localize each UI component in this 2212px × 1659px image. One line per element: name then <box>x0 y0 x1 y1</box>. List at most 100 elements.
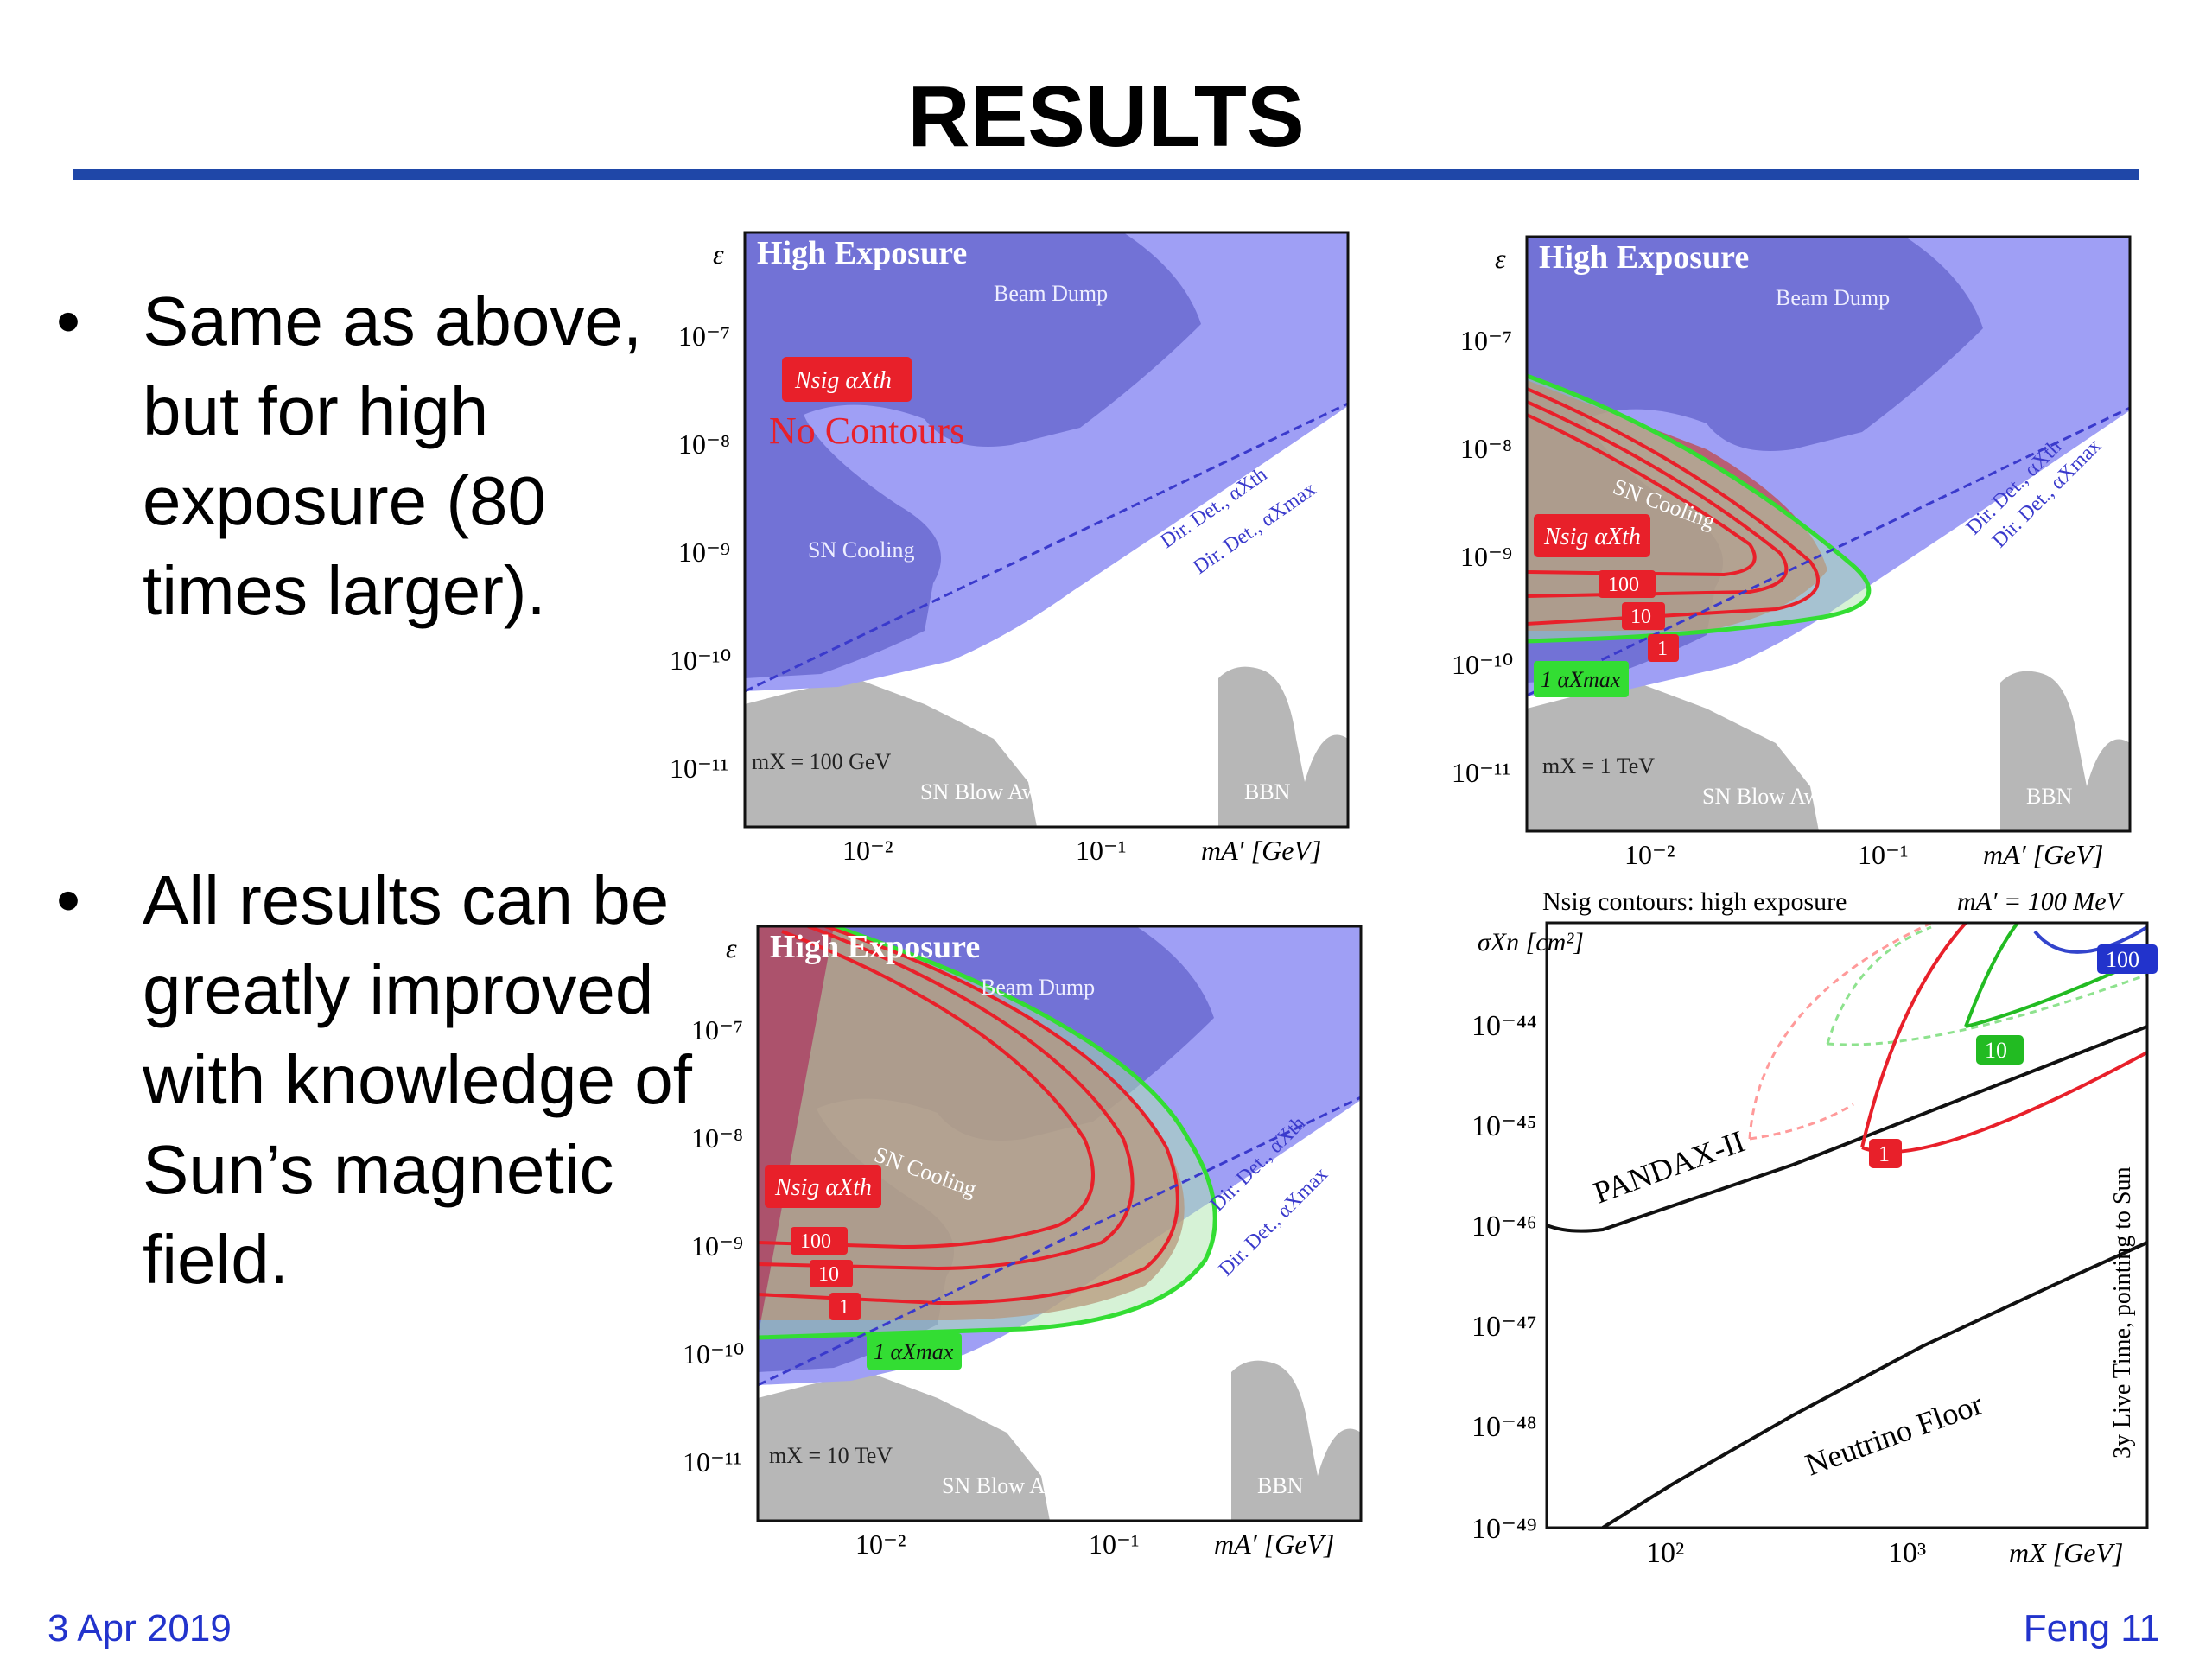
bbn-label: BBN <box>2026 784 2073 809</box>
y-tick-5: 10⁻¹¹ <box>683 1446 741 1478</box>
gray-region <box>758 1372 1050 1521</box>
contour-label-10: 10 <box>1630 606 1651 628</box>
contour-label-1: 1 <box>1878 1141 1890 1166</box>
panel-top-right-plot: High Exposure Beam Dump SN Cooling Dir. … <box>1452 235 2132 870</box>
panel-top-left-plot: High Exposure Beam Dump SN Cooling Dir. … <box>670 231 1350 866</box>
panel-title: High Exposure <box>770 929 980 965</box>
no-contours-note: No Contours <box>769 410 964 452</box>
nsig-box <box>782 357 912 402</box>
y-tick-5: 10⁻¹¹ <box>670 753 728 784</box>
y-tick-2: 10⁻⁸ <box>1460 433 1512 464</box>
contour-label-100: 100 <box>2106 947 2139 972</box>
slide-title: RESULTS <box>907 68 1305 165</box>
y-tick-4: 10⁻¹⁰ <box>683 1338 744 1370</box>
contour-label-1: 1 <box>839 1296 849 1319</box>
x-axis-label: mA′ [GeV] <box>1983 839 2103 870</box>
y-axis-label: σXn [cm²] <box>1478 928 1584 957</box>
x-tick-1: 10⁻² <box>1624 839 1675 870</box>
y-tick-3: 10⁻⁹ <box>678 537 730 568</box>
contour-label-box-100 <box>2097 944 2158 974</box>
contour-label-10: 10 <box>1985 1038 2007 1063</box>
title-rule <box>73 169 2139 180</box>
bullet-1-symbol: • <box>56 283 81 359</box>
contour-label-10: 10 <box>818 1263 839 1286</box>
dashed-red-contour <box>1748 923 1932 1141</box>
y-tick-5: 10⁻⁴⁸ <box>1471 1411 1537 1443</box>
beam-dump-label: Beam Dump <box>981 975 1095 1000</box>
sn-cooling-label: SN Cooling <box>808 537 915 563</box>
y-tick-1: 10⁻⁷ <box>691 1014 743 1046</box>
x-tick-2: 10⁻¹ <box>1858 839 1908 870</box>
x-axis-label: mA′ [GeV] <box>1214 1529 1334 1560</box>
mass-label: mX = 100 GeV <box>752 749 891 774</box>
mass-label: mX = 10 TeV <box>769 1443 893 1468</box>
nsig-box-label: Nsig αXth <box>794 367 892 394</box>
contour-label-box-100 <box>791 1227 848 1255</box>
y-tick-1: 10⁻⁴⁴ <box>1471 1010 1537 1042</box>
green-contour-label: 1 αXmax <box>1541 667 1621 692</box>
footer-page-number: Feng 11 <box>2023 1607 2160 1649</box>
contour-label-box-1 <box>1648 634 1679 662</box>
panel-bottom-right-plot: Nsig contours: high exposure mA′ = 100 M… <box>1471 887 2158 1569</box>
y-tick-2: 10⁻⁴⁵ <box>1471 1110 1537 1142</box>
x-tick-1: 10² <box>1646 1537 1684 1569</box>
y-tick-1: 10⁻⁷ <box>678 321 730 352</box>
panel-title: High Exposure <box>757 235 967 271</box>
green-label-box <box>867 1333 962 1370</box>
y-tick-4: 10⁻⁴⁷ <box>1471 1311 1537 1343</box>
x-tick-2: 10⁻¹ <box>1089 1529 1139 1560</box>
panel-title: High Exposure <box>1539 239 1749 276</box>
x-tick-2: 10³ <box>1888 1537 1926 1569</box>
nsig-box <box>1534 514 1650 557</box>
footer-date: 3 Apr 2019 <box>48 1607 232 1649</box>
red-contour-100 <box>758 930 1095 1249</box>
x-tick-1: 10⁻² <box>855 1529 906 1560</box>
contour-label-box-1 <box>830 1293 861 1320</box>
bullet-2-symbol: • <box>56 861 81 938</box>
nsig-box-label: Nsig αXth <box>1543 524 1641 550</box>
y-tick-3: 10⁻⁹ <box>1460 541 1512 572</box>
red-contour-1 <box>758 926 1179 1306</box>
red-contour-1 <box>1527 387 1820 626</box>
red-contour-100 <box>1527 413 1757 577</box>
y-tick-6: 10⁻⁴⁹ <box>1471 1513 1537 1545</box>
bbn-label: BBN <box>1244 779 1291 804</box>
x-tick-2: 10⁻¹ <box>1076 835 1126 866</box>
y-tick-1: 10⁻⁷ <box>1460 325 1512 356</box>
y-tick-3: 10⁻⁴⁶ <box>1471 1211 1537 1243</box>
beam-dump-label: Beam Dump <box>1776 285 1890 310</box>
bullet-2-text: All results can be greatly improved with… <box>143 861 692 1298</box>
dark-blue-region <box>745 232 1201 678</box>
sn-blow-away-label: SN Blow Away <box>1702 784 1841 809</box>
y-tick-3: 10⁻⁹ <box>691 1230 743 1262</box>
panel-header-left: Nsig contours: high exposure <box>1542 887 1847 916</box>
contour-label-100: 100 <box>1608 574 1639 596</box>
contour-label-1: 1 <box>1657 638 1668 660</box>
bbn-label: BBN <box>1257 1473 1304 1498</box>
blue-contour <box>2033 925 2147 954</box>
bullet-1-text: Same as above, but for high exposure (80… <box>143 283 643 629</box>
green-contour-label: 1 αXmax <box>874 1339 954 1364</box>
dashed-green-contour <box>1826 925 2147 1046</box>
bbn-region <box>2000 671 2130 831</box>
sn-blow-away-label: SN Blow Away <box>920 779 1059 804</box>
green-label-box <box>1534 661 1629 697</box>
y-tick-4: 10⁻¹⁰ <box>670 645 731 676</box>
panel-bottom-left: High Exposure Beam Dump SN Cooling Dir. … <box>678 914 1370 1571</box>
bbn-region <box>1231 1360 1361 1521</box>
contour-label-100: 100 <box>800 1230 831 1253</box>
x-axis-label: mX [GeV] <box>2009 1537 2123 1568</box>
y-axis-label: ε <box>726 932 737 963</box>
sn-blow-away-label: SN Blow Away <box>942 1473 1081 1498</box>
contour-label-box-10 <box>1622 602 1665 630</box>
x-axis-label: mA′ [GeV] <box>1201 835 1321 866</box>
contour-label-box-1 <box>1869 1139 1902 1168</box>
mass-label: mX = 1 TeV <box>1542 753 1655 779</box>
bbn-region <box>1218 666 1348 827</box>
y-tick-4: 10⁻¹⁰ <box>1452 649 1513 680</box>
nsig-box <box>765 1165 881 1208</box>
y-tick-2: 10⁻⁸ <box>678 429 730 460</box>
contour-label-box-10 <box>810 1260 853 1287</box>
red-contour-10 <box>1527 400 1789 598</box>
contour-label-box-100 <box>1599 570 1656 598</box>
